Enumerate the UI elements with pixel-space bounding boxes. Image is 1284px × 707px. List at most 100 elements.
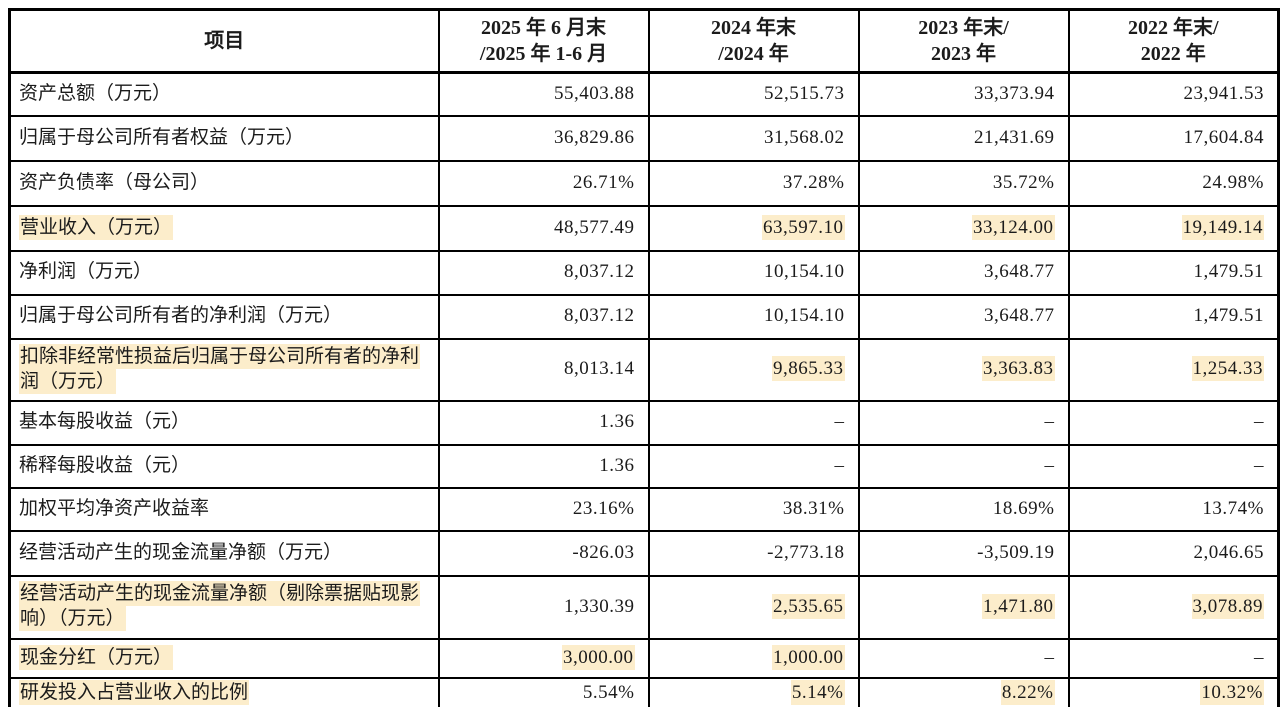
table-row: 经营活动产生的现金流量净额（万元） -826.03 -2,773.18 -3,509.… xyxy=(8,529,1280,577)
cell-value: 3,078.89 xyxy=(1067,574,1280,640)
cell-value: 18.69% xyxy=(857,486,1070,532)
cell-value-text: 1,479.51 xyxy=(1193,261,1264,283)
cell-value-text: 2,046.65 xyxy=(1193,541,1264,563)
cell-value-text: 1.36 xyxy=(599,454,635,476)
cell-value: 1,254.33 xyxy=(1067,337,1280,402)
table-row: 归属于母公司所有者权益（万元） 36,829.86 31,568.02 21,431.… xyxy=(8,114,1280,162)
cell-value-text: 9,865.33 xyxy=(772,356,845,382)
cell-value-text: 38.31% xyxy=(782,497,845,519)
table-row: 资产总额（万元） 55,403.88 52,515.73 33,373.94 23,94… xyxy=(8,71,1280,117)
table-row: 基本每股收益（元） 1.36 – – – xyxy=(8,399,1280,446)
row-label: 净利润（万元） xyxy=(8,249,440,296)
header-col-2025: 2025 年 6 月末 /2025 年 1-6 月 xyxy=(437,8,650,74)
cell-value-text: 5.14% xyxy=(790,680,845,706)
cell-value-text: 10,154.10 xyxy=(764,261,845,283)
cell-value-text: 10,154.10 xyxy=(764,305,845,327)
cell-value-text: 19,149.14 xyxy=(1181,214,1264,240)
cell-value: -2,773.18 xyxy=(647,529,860,577)
cell-value-text: 3,648.77 xyxy=(984,305,1055,327)
cell-value-text: – xyxy=(834,411,845,433)
cell-value-text: 55,403.88 xyxy=(554,82,635,104)
cell-value-text: 23.16% xyxy=(572,497,635,519)
row-label: 营业收入（万元） xyxy=(8,204,440,252)
cell-value-text: 33,124.00 xyxy=(972,214,1055,240)
cell-value-text: 31,568.02 xyxy=(764,126,845,148)
table-row: 研发投入占营业收入的比例 5.54% 5.14% 8.22% 10.32% xyxy=(8,676,1280,707)
row-label: 加权平均净资产收益率 xyxy=(8,486,440,532)
row-label-text: 现金分红（万元） xyxy=(19,644,174,670)
row-label-text: 经营活动产生的现金流量净额（剔除票据贴现影响）（万元） xyxy=(19,581,421,631)
cell-value: 19,149.14 xyxy=(1067,204,1280,252)
table-body: 资产总额（万元） 55,403.88 52,515.73 33,373.94 23,94… xyxy=(8,71,1280,707)
cell-value: 5.14% xyxy=(647,676,860,707)
cell-value: 8.22% xyxy=(857,676,1070,707)
cell-value-text: 1,330.39 xyxy=(564,595,635,617)
cell-value: 10,154.10 xyxy=(647,249,860,296)
cell-value: 23.16% xyxy=(437,486,650,532)
cell-value-text: 63,597.10 xyxy=(762,214,845,240)
cell-value-text: 48,577.49 xyxy=(554,216,635,238)
row-label-text: 归属于母公司所有者的净利润（万元） xyxy=(19,305,343,327)
cell-value-text: 3,648.77 xyxy=(984,261,1055,283)
cell-value: 26.71% xyxy=(437,159,650,207)
row-label: 现金分红（万元） xyxy=(8,637,440,679)
cell-value: 10,154.10 xyxy=(647,293,860,340)
cell-value: 3,648.77 xyxy=(857,249,1070,296)
row-label: 经营活动产生的现金流量净额（万元） xyxy=(8,529,440,577)
header-col-2025-line2: /2025 年 1-6 月 xyxy=(479,43,608,65)
table-row: 资产负债率（母公司） 26.71% 37.28% 35.72% 24.98% xyxy=(8,159,1280,207)
cell-value: -3,509.19 xyxy=(857,529,1070,577)
cell-value-text: 1,254.33 xyxy=(1191,356,1264,382)
cell-value-text: – xyxy=(1044,411,1055,433)
cell-value: 3,000.00 xyxy=(437,637,650,679)
cell-value: 5.54% xyxy=(437,676,650,707)
financial-summary-table: 项目 2025 年 6 月末 /2025 年 1-6 月 2024 年末 /20… xyxy=(8,8,1280,707)
cell-value: 3,363.83 xyxy=(857,337,1070,402)
header-col-2022-line2: 2022 年 xyxy=(1140,43,1206,65)
row-label: 扣除非经常性损益后归属于母公司所有者的净利润（万元） xyxy=(8,337,440,402)
cell-value: – xyxy=(647,443,860,489)
row-label-text: 归属于母公司所有者权益（万元） xyxy=(19,126,305,148)
cell-value-text: 3,363.83 xyxy=(982,356,1055,382)
cell-value-text: – xyxy=(1254,454,1264,476)
cell-value: 13.74% xyxy=(1067,486,1280,532)
cell-value-text: – xyxy=(1044,454,1055,476)
cell-value: 2,535.65 xyxy=(647,574,860,640)
row-label: 资产总额（万元） xyxy=(8,71,440,117)
cell-value-text: 23,941.53 xyxy=(1183,82,1264,104)
cell-value-text: 18.69% xyxy=(992,497,1055,519)
cell-value-text: 8,037.12 xyxy=(564,261,635,283)
table-row: 经营活动产生的现金流量净额（剔除票据贴现影响）（万元） 1,330.39 2,535… xyxy=(8,574,1280,640)
header-col-2022-line1: 2022 年末/ xyxy=(1127,17,1219,39)
cell-value: – xyxy=(647,399,860,446)
cell-value-text: 1,000.00 xyxy=(772,644,845,670)
cell-value: 24.98% xyxy=(1067,159,1280,207)
header-col-2025-line1: 2025 年 6 月末 xyxy=(481,17,606,39)
row-label-text: 资产总额（万元） xyxy=(19,82,172,104)
row-label-text: 营业收入（万元） xyxy=(19,214,174,240)
cell-value: – xyxy=(1067,637,1280,679)
header-col-2024: 2024 年末 /2024 年 xyxy=(647,8,860,74)
row-label: 经营活动产生的现金流量净额（剔除票据贴现影响）（万元） xyxy=(8,574,440,640)
cell-value-text: 17,604.84 xyxy=(1183,126,1264,148)
cell-value-text: 10.32% xyxy=(1200,680,1264,706)
cell-value: 33,124.00 xyxy=(857,204,1070,252)
cell-value: 8,013.14 xyxy=(437,337,650,402)
row-label-text: 经营活动产生的现金流量净额（万元） xyxy=(19,541,343,563)
cell-value-text: 2,535.65 xyxy=(772,593,845,619)
header-col-2023-line2: 2023 年 xyxy=(931,43,996,65)
cell-value: 1,330.39 xyxy=(437,574,650,640)
cell-value-text: 35.72% xyxy=(992,171,1055,193)
cell-value-text: 24.98% xyxy=(1202,171,1264,193)
table-row: 现金分红（万元） 3,000.00 1,000.00 – – xyxy=(8,637,1280,679)
cell-value: – xyxy=(857,399,1070,446)
cell-value: 1,471.80 xyxy=(857,574,1070,640)
table-row: 营业收入（万元） 48,577.49 63,597.10 33,124.00 19,14… xyxy=(8,204,1280,252)
header-row: 项目 2025 年 6 月末 /2025 年 1-6 月 2024 年末 /20… xyxy=(8,8,1280,74)
cell-value: 1,479.51 xyxy=(1067,249,1280,296)
row-label-text: 基本每股收益（元） xyxy=(19,411,191,433)
header-item-column: 项目 xyxy=(8,8,440,74)
cell-value: 1,000.00 xyxy=(647,637,860,679)
header-col-2024-line2: /2024 年 xyxy=(718,43,789,65)
header-col-2023-line1: 2023 年末/ xyxy=(918,17,1009,39)
